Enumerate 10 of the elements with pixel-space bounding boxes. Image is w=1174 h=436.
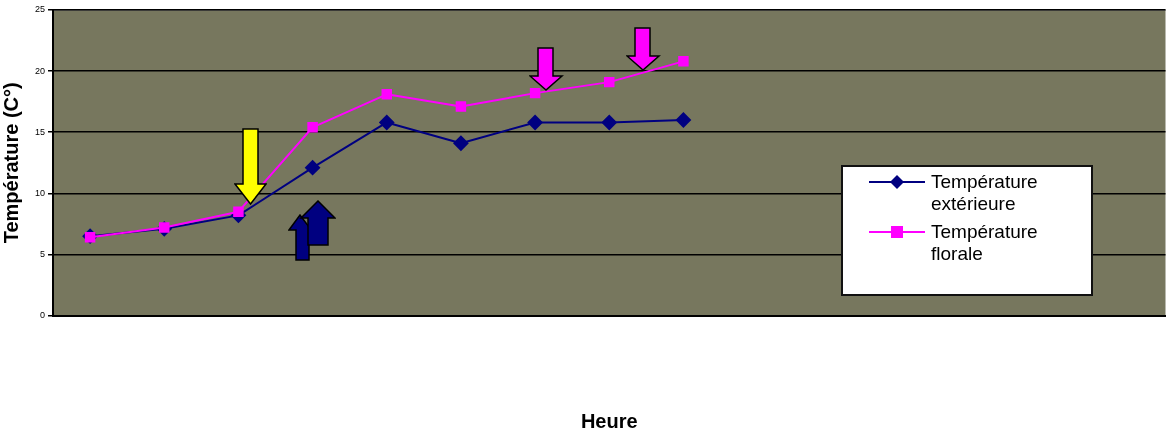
y-axis-title: Température (C°): [0, 82, 22, 244]
y-tick-label: 20: [35, 65, 46, 76]
legend-label: Température extérieure: [931, 171, 1039, 215]
legend-label: Température florale: [931, 221, 1039, 265]
y-tick-label: 5: [40, 248, 46, 259]
y-tick-label: 10: [35, 187, 46, 198]
y-tick-label: 25: [35, 4, 46, 15]
y-tick-label: 0: [40, 310, 46, 321]
y-tick-label: 15: [35, 126, 46, 137]
x-axis-title: Heure: [580, 409, 638, 432]
